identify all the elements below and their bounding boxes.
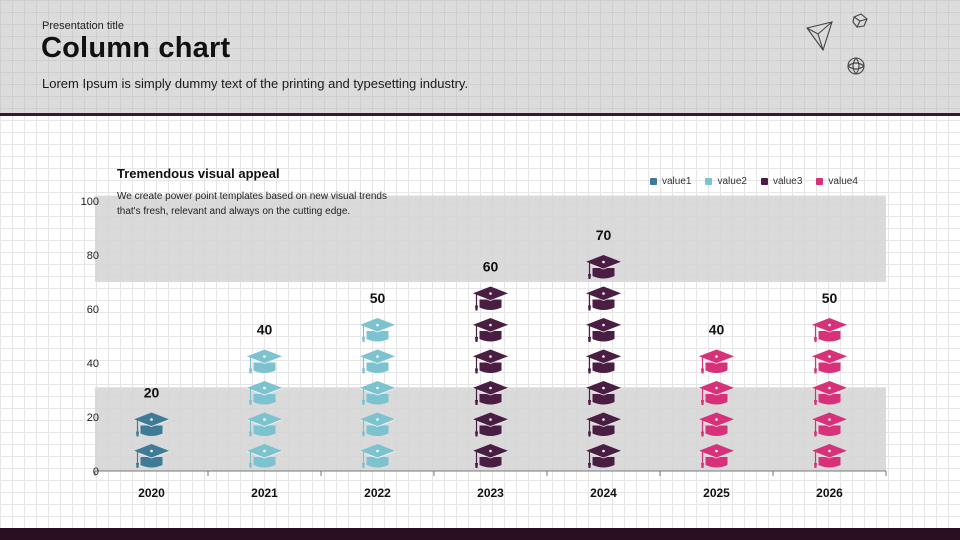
legend-label: value3 bbox=[772, 176, 803, 187]
chart-description: We create power point templates based on… bbox=[117, 191, 387, 217]
graduation-cap-icon bbox=[811, 318, 848, 342]
legend-label: value1 bbox=[662, 176, 692, 187]
legend-item-value3: value3 bbox=[760, 176, 803, 187]
graduation-cap-icon bbox=[698, 412, 735, 437]
graduation-cap-icon bbox=[585, 381, 622, 405]
presentation-title: Presentation title bbox=[42, 20, 124, 32]
graduation-cap-icon bbox=[585, 444, 622, 468]
y-tick-label: 60 bbox=[87, 304, 99, 316]
graduation-cap-icon bbox=[698, 349, 735, 374]
x-tick-label: 2023 bbox=[477, 486, 504, 500]
graduation-cap-icon bbox=[359, 381, 396, 405]
geometric-shapes-icon bbox=[806, 13, 868, 75]
graduation-cap-icon bbox=[472, 444, 509, 468]
legend-swatch bbox=[760, 178, 768, 185]
data-label: 50 bbox=[370, 290, 386, 306]
graduation-cap-icon bbox=[246, 444, 283, 468]
data-label: 40 bbox=[709, 322, 725, 338]
page-subtitle: Lorem Ipsum is simply dummy text of the … bbox=[42, 76, 469, 91]
y-tick-label: 20 bbox=[87, 412, 99, 424]
y-tick-label: 100 bbox=[81, 196, 99, 208]
legend-item-value1: value1 bbox=[650, 176, 691, 187]
y-tick-label: 0 bbox=[93, 466, 99, 478]
shaded-band bbox=[95, 195, 886, 282]
chart-axes: 0 20 40 60 80 100 bbox=[81, 196, 887, 478]
graduation-cap-icon bbox=[472, 286, 509, 311]
x-tick-label: 2025 bbox=[703, 486, 730, 500]
x-tick-label: 2024 bbox=[590, 486, 617, 500]
graduation-cap-icon bbox=[133, 412, 170, 437]
legend-label: value4 bbox=[828, 176, 858, 187]
x-tick-label: 2020 bbox=[138, 486, 165, 500]
legend-swatch bbox=[705, 178, 713, 185]
data-label: 70 bbox=[596, 227, 612, 243]
y-tick-label: 80 bbox=[87, 250, 99, 262]
graduation-cap-icon bbox=[698, 444, 735, 468]
graduation-cap-icon bbox=[246, 412, 283, 437]
graduation-cap-icon bbox=[585, 349, 622, 374]
legend-swatch bbox=[650, 178, 657, 185]
graduation-cap-icon bbox=[811, 444, 848, 468]
graduation-cap-icon bbox=[811, 412, 848, 437]
graduation-cap-icon bbox=[585, 412, 622, 437]
graduation-cap-icon bbox=[246, 349, 283, 374]
data-label: 50 bbox=[822, 290, 838, 306]
x-tick-label: 2026 bbox=[816, 486, 843, 500]
graduation-cap-icon bbox=[359, 444, 396, 468]
graduation-cap-icon bbox=[133, 444, 170, 468]
header-band: Presentation title Column chart Lorem Ip… bbox=[0, 0, 960, 116]
legend-label: value2 bbox=[717, 176, 747, 187]
data-label: 40 bbox=[257, 322, 273, 338]
data-label: 20 bbox=[144, 385, 160, 401]
graduation-cap-icon bbox=[359, 318, 396, 342]
x-tick-label: 2022 bbox=[364, 486, 391, 500]
graduation-cap-icon bbox=[585, 318, 622, 342]
y-tick-label: 40 bbox=[87, 358, 99, 370]
legend-item-value2: value2 bbox=[705, 176, 747, 187]
graduation-cap-icon bbox=[698, 381, 735, 405]
graduation-cap-icon bbox=[585, 255, 622, 279]
graduation-cap-icon bbox=[246, 381, 283, 405]
chart-labels: 2020204020215020226020237020244020255020… bbox=[138, 227, 843, 500]
graduation-cap-icon bbox=[472, 412, 509, 437]
x-tick-label: 2021 bbox=[251, 486, 278, 500]
footer-bar bbox=[0, 528, 960, 540]
page-title: Column chart bbox=[41, 32, 231, 64]
graduation-cap-icon bbox=[359, 349, 396, 374]
graduation-cap-icon bbox=[811, 349, 848, 374]
chart-columns bbox=[133, 255, 848, 468]
graduation-cap-icon bbox=[359, 412, 396, 437]
graduation-cap-icon bbox=[472, 381, 509, 405]
graduation-cap-icon bbox=[472, 349, 509, 374]
graduation-cap-icon bbox=[811, 381, 848, 405]
data-label: 60 bbox=[483, 259, 499, 275]
graduation-cap-icon bbox=[472, 318, 509, 342]
chart-heading: Tremendous visual appeal bbox=[117, 166, 280, 181]
legend-item-value4: value4 bbox=[816, 176, 858, 187]
legend-swatch bbox=[816, 178, 824, 185]
chart-legend: value1 value2 value3 value4 bbox=[650, 176, 858, 187]
graduation-cap-icon bbox=[585, 286, 622, 311]
